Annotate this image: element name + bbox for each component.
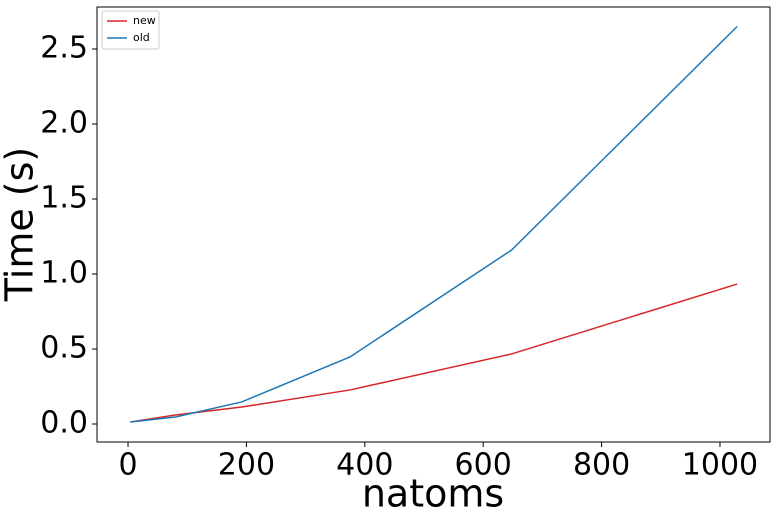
legend-label: new xyxy=(133,14,156,27)
x-tick-label: 0 xyxy=(118,448,137,483)
plot-frame xyxy=(96,6,771,443)
x-axis-label: natoms xyxy=(362,472,504,516)
y-tick-label: 2.5 xyxy=(40,31,88,66)
y-tick-label: 2.0 xyxy=(40,106,88,141)
x-tick-label: 600 xyxy=(455,448,512,483)
x-tick-label: 200 xyxy=(218,448,275,483)
x-tick-label: 1000 xyxy=(682,448,758,483)
y-tick-label: 0.0 xyxy=(40,406,88,441)
legend-label: old xyxy=(133,31,150,44)
y-tick-label: 0.5 xyxy=(40,331,88,366)
y-tick-label: 1.0 xyxy=(40,256,88,291)
x-tick-label: 400 xyxy=(336,448,393,483)
x-tick-label: 800 xyxy=(573,448,630,483)
data-line xyxy=(130,283,738,423)
y-tick-label: 1.5 xyxy=(40,181,88,216)
y-axis-label: Time (s) xyxy=(0,147,42,303)
data-line xyxy=(130,25,738,423)
